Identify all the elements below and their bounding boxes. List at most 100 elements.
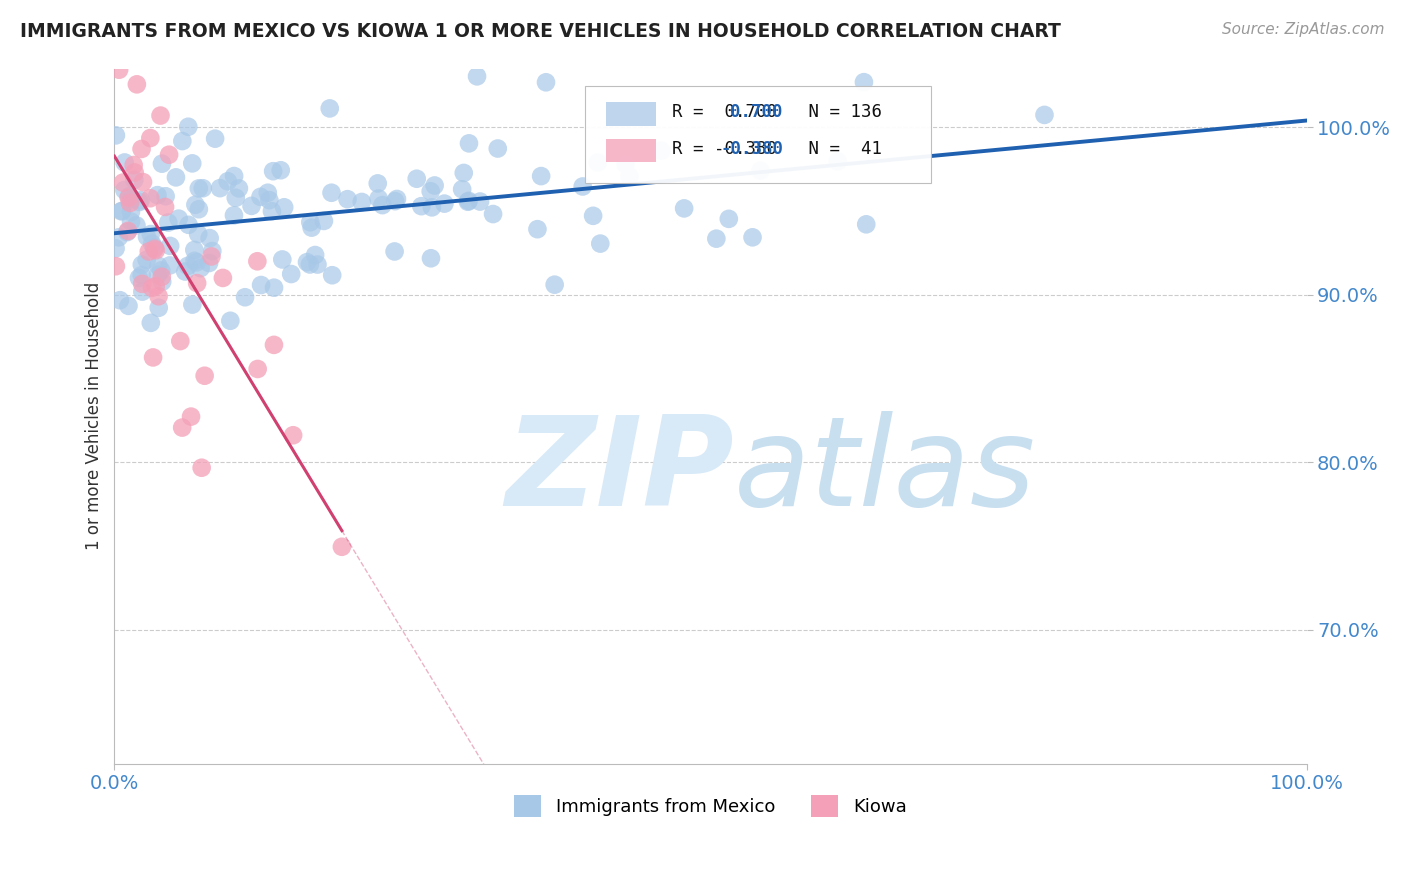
- Point: [181, 297, 204, 311]
- Point: [136, 229, 159, 244]
- Point: [111, 203, 134, 218]
- Point: [457, 194, 479, 208]
- Point: [117, 225, 139, 239]
- Point: [108, 293, 131, 308]
- Point: [143, 241, 166, 255]
- Point: [177, 259, 200, 273]
- Point: [256, 186, 278, 200]
- Point: [350, 194, 373, 209]
- Y-axis label: 1 or more Vehicles in Household: 1 or more Vehicles in Household: [86, 282, 103, 550]
- Point: [1033, 108, 1056, 122]
- Point: [423, 178, 446, 193]
- Point: [198, 256, 221, 270]
- Point: [330, 540, 353, 554]
- Point: [148, 289, 170, 303]
- Point: [526, 222, 548, 236]
- Point: [224, 169, 246, 183]
- Point: [108, 230, 131, 244]
- Point: [706, 232, 728, 246]
- Point: [451, 182, 474, 196]
- Point: [299, 215, 322, 229]
- Point: [142, 351, 165, 365]
- Point: [433, 196, 456, 211]
- Point: [384, 194, 406, 209]
- Point: [530, 169, 553, 183]
- Point: [122, 158, 145, 172]
- Point: [107, 28, 129, 42]
- Point: [420, 252, 443, 266]
- Text: atlas: atlas: [734, 411, 1036, 533]
- Point: [190, 460, 212, 475]
- Point: [139, 191, 162, 205]
- Point: [281, 428, 304, 442]
- Point: [250, 278, 273, 293]
- Point: [246, 254, 269, 268]
- Point: [589, 236, 612, 251]
- Point: [270, 163, 292, 178]
- Point: [104, 241, 127, 255]
- Point: [104, 259, 127, 273]
- Point: [586, 155, 609, 169]
- FancyBboxPatch shape: [585, 86, 931, 183]
- Point: [139, 316, 162, 330]
- Point: [150, 275, 173, 289]
- Text: 0.700: 0.700: [730, 103, 782, 121]
- Point: [118, 190, 141, 204]
- Point: [263, 338, 285, 352]
- Point: [180, 409, 202, 424]
- Point: [153, 200, 176, 214]
- Point: [582, 209, 605, 223]
- Point: [260, 204, 283, 219]
- Point: [307, 258, 329, 272]
- Point: [104, 128, 127, 143]
- Point: [852, 75, 875, 89]
- Point: [118, 189, 141, 203]
- Point: [141, 236, 163, 251]
- Point: [159, 259, 181, 273]
- Point: [321, 268, 343, 283]
- Point: [273, 200, 295, 214]
- Point: [534, 75, 557, 89]
- Point: [304, 248, 326, 262]
- Point: [201, 244, 224, 258]
- Point: [411, 199, 433, 213]
- Point: [125, 219, 148, 233]
- Point: [125, 78, 148, 92]
- Point: [336, 192, 359, 206]
- Point: [157, 147, 180, 161]
- Point: [453, 166, 475, 180]
- Point: [139, 131, 162, 145]
- Point: [465, 70, 488, 84]
- Point: [150, 269, 173, 284]
- Point: [177, 120, 200, 134]
- Point: [219, 314, 242, 328]
- Point: [457, 194, 479, 209]
- Point: [673, 202, 696, 216]
- Point: [124, 165, 146, 179]
- FancyBboxPatch shape: [606, 102, 655, 126]
- Point: [259, 193, 281, 207]
- Point: [118, 196, 141, 211]
- Point: [321, 186, 343, 200]
- Point: [141, 281, 163, 295]
- Point: [222, 208, 245, 222]
- Point: [246, 362, 269, 376]
- Point: [367, 177, 389, 191]
- Point: [114, 155, 136, 169]
- Point: [111, 176, 134, 190]
- Point: [131, 258, 153, 272]
- Point: [143, 242, 166, 256]
- Point: [167, 211, 190, 226]
- Point: [181, 156, 204, 170]
- Point: [295, 255, 318, 269]
- Point: [240, 199, 263, 213]
- Point: [468, 194, 491, 209]
- Point: [131, 277, 153, 291]
- Point: [405, 171, 427, 186]
- Point: [385, 192, 408, 206]
- Point: [155, 189, 177, 203]
- Point: [186, 276, 208, 290]
- Text: Source: ZipAtlas.com: Source: ZipAtlas.com: [1222, 22, 1385, 37]
- Point: [419, 184, 441, 198]
- Point: [256, 35, 278, 49]
